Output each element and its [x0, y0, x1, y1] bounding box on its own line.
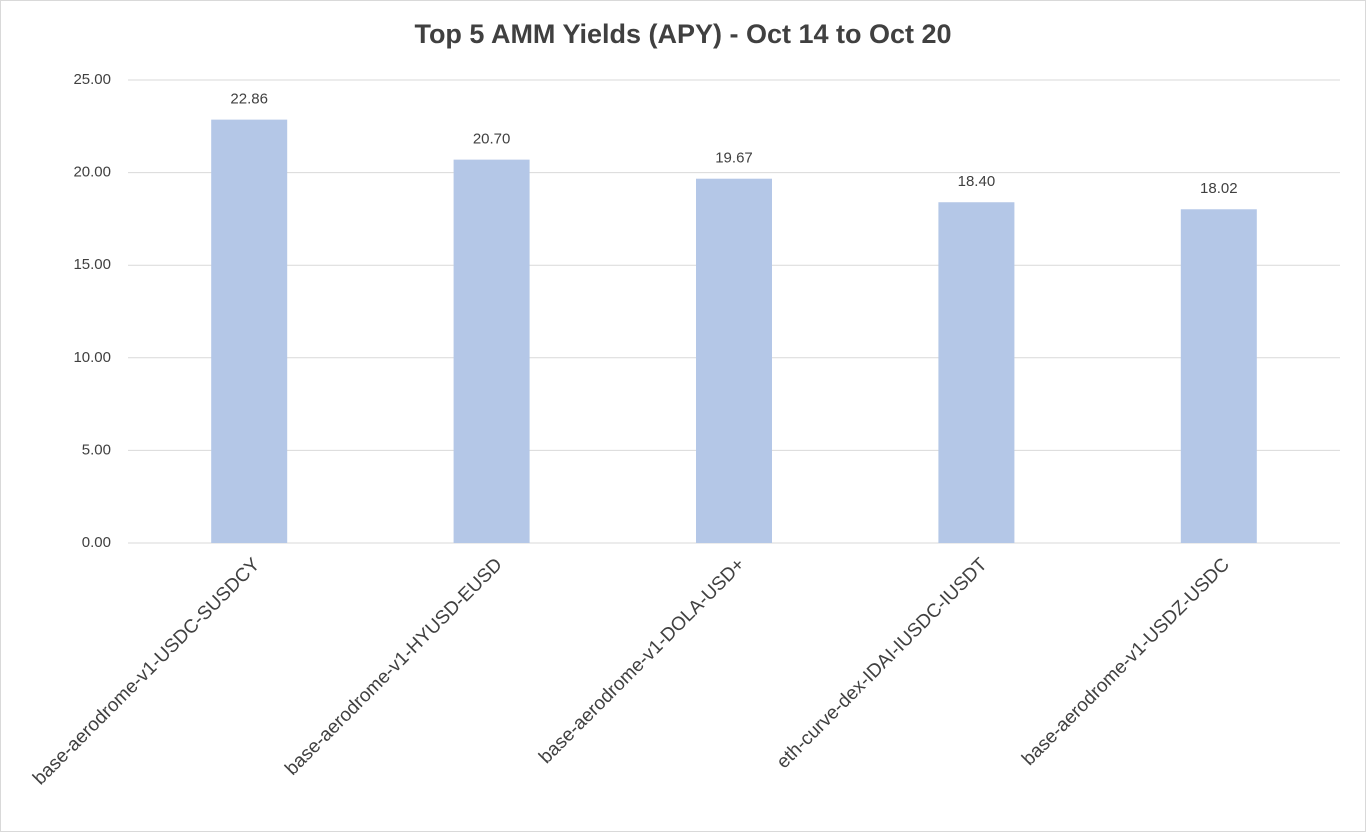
- bar: [938, 202, 1015, 543]
- bar: [453, 159, 530, 544]
- value-label: 19.67: [715, 150, 753, 167]
- chart-title: Top 5 AMM Yields (APY) - Oct 14 to Oct 2…: [414, 19, 951, 49]
- bar: [1180, 209, 1257, 544]
- y-tick-label: 10.00: [73, 349, 111, 366]
- value-label: 20.70: [473, 131, 511, 148]
- value-label: 22.86: [230, 91, 268, 108]
- y-tick-label: 25.00: [73, 71, 111, 88]
- y-tick-label: 0.00: [82, 534, 111, 551]
- y-tick-label: 20.00: [73, 164, 111, 181]
- y-tick-label: 15.00: [73, 256, 111, 273]
- bar: [696, 178, 772, 543]
- y-tick-label: 5.00: [82, 441, 111, 458]
- value-label: 18.02: [1200, 180, 1238, 197]
- value-label: 18.40: [958, 173, 996, 190]
- bar: [211, 119, 288, 543]
